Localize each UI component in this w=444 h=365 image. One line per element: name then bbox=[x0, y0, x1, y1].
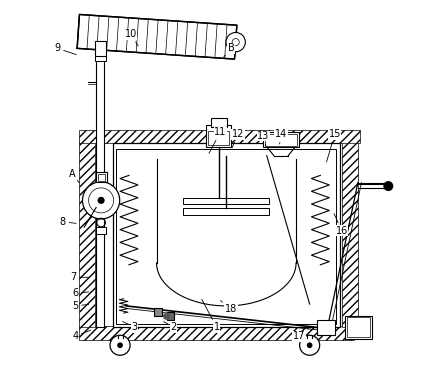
Circle shape bbox=[117, 342, 123, 348]
Bar bbox=[79, 130, 360, 143]
Bar bbox=[98, 173, 105, 181]
Text: 14: 14 bbox=[275, 129, 287, 144]
Bar bbox=[182, 208, 269, 215]
Text: 16: 16 bbox=[334, 214, 348, 236]
Bar bbox=[113, 143, 340, 327]
Bar bbox=[263, 132, 299, 147]
Circle shape bbox=[110, 335, 130, 355]
Text: 4: 4 bbox=[72, 330, 91, 341]
Text: 8: 8 bbox=[60, 217, 76, 227]
Bar bbox=[96, 59, 104, 327]
Text: 5: 5 bbox=[72, 301, 89, 311]
Bar bbox=[182, 197, 269, 204]
Text: 3: 3 bbox=[123, 322, 138, 333]
Circle shape bbox=[98, 197, 104, 203]
Polygon shape bbox=[77, 15, 237, 59]
Bar bbox=[95, 55, 106, 61]
Bar bbox=[345, 316, 372, 339]
Text: 6: 6 bbox=[72, 288, 89, 298]
Bar bbox=[206, 125, 231, 147]
Text: A: A bbox=[68, 169, 79, 182]
Text: 10: 10 bbox=[125, 29, 138, 46]
Text: 13: 13 bbox=[257, 131, 269, 146]
Text: 18: 18 bbox=[221, 300, 237, 315]
Text: 12: 12 bbox=[232, 129, 244, 148]
Bar bbox=[79, 326, 354, 340]
Bar bbox=[317, 320, 335, 334]
Circle shape bbox=[300, 335, 320, 355]
Circle shape bbox=[83, 182, 120, 219]
Text: 9: 9 bbox=[55, 43, 76, 55]
Bar bbox=[96, 172, 107, 182]
Circle shape bbox=[384, 182, 392, 191]
Bar bbox=[95, 41, 106, 55]
Text: 17: 17 bbox=[293, 327, 309, 341]
Bar bbox=[210, 118, 226, 127]
Text: 11: 11 bbox=[209, 127, 226, 153]
Bar bbox=[342, 141, 358, 327]
Bar bbox=[347, 317, 370, 337]
Text: 1: 1 bbox=[202, 299, 220, 333]
Bar bbox=[265, 134, 297, 146]
Text: 15: 15 bbox=[326, 129, 341, 162]
Bar bbox=[154, 308, 162, 316]
Circle shape bbox=[163, 313, 170, 320]
Bar bbox=[116, 149, 337, 324]
Bar bbox=[166, 312, 174, 320]
Bar bbox=[96, 227, 106, 234]
Text: 7: 7 bbox=[71, 272, 89, 282]
Circle shape bbox=[307, 342, 313, 348]
Bar bbox=[208, 131, 229, 145]
Text: B: B bbox=[224, 43, 234, 57]
Bar bbox=[79, 141, 95, 327]
Circle shape bbox=[226, 32, 246, 52]
Text: 2: 2 bbox=[163, 322, 177, 333]
